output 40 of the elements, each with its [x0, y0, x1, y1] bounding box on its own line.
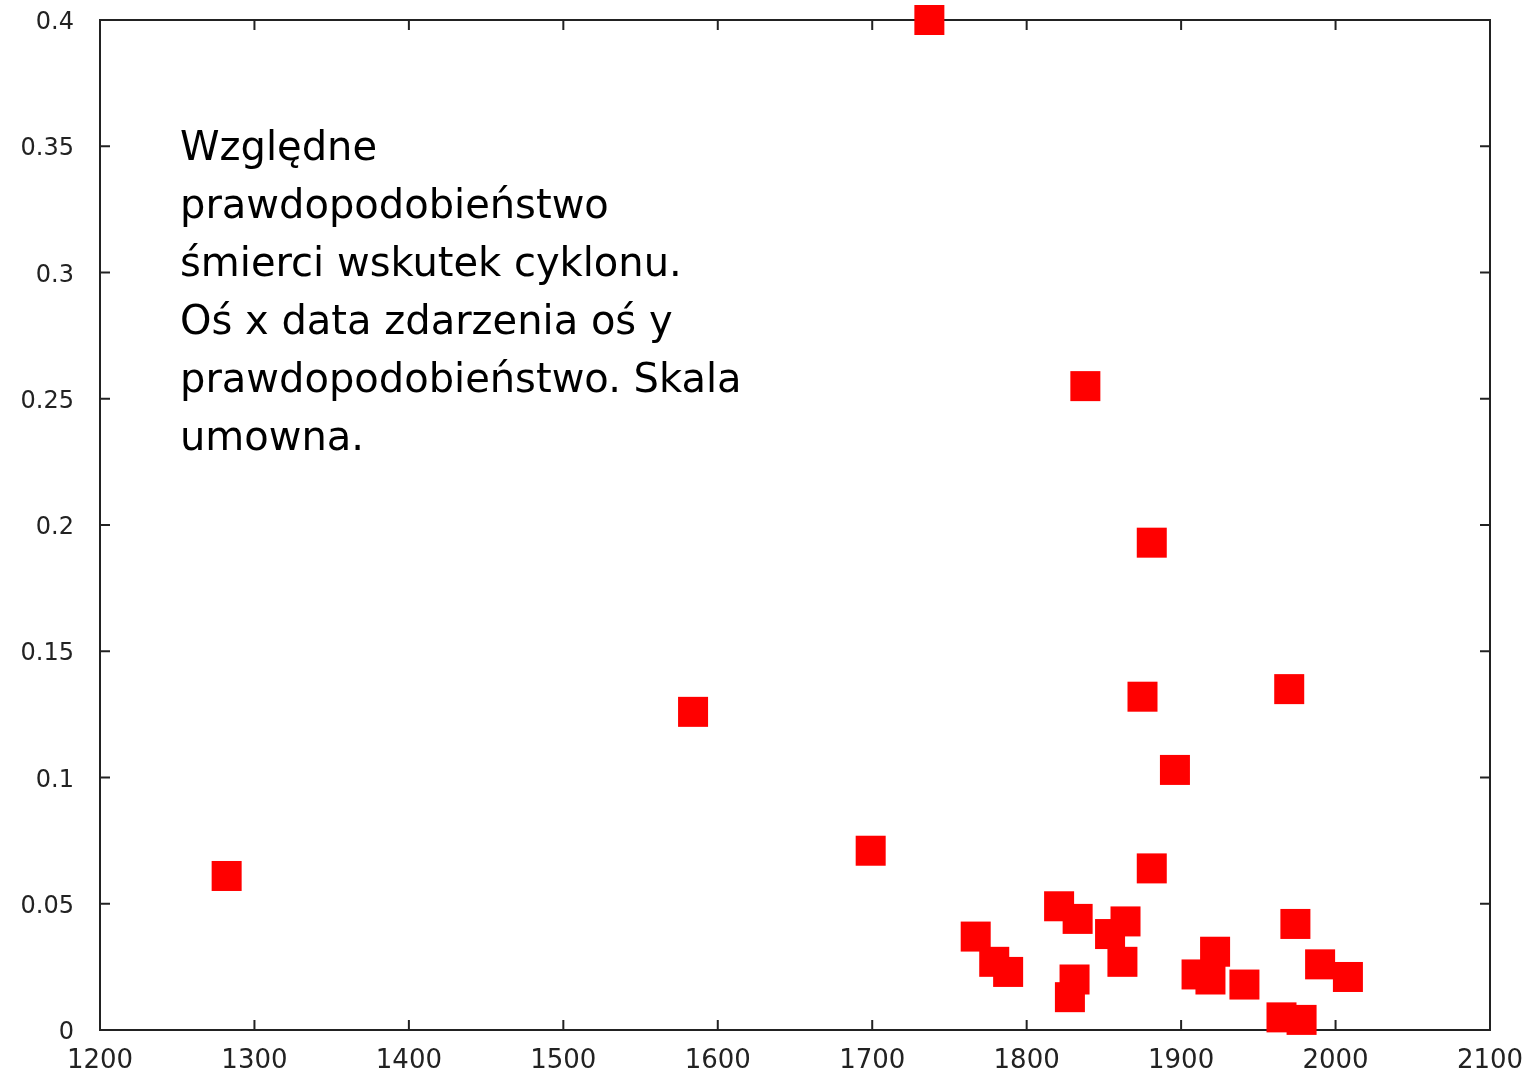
- point: [960, 921, 991, 952]
- point: [211, 860, 242, 891]
- point: [1305, 949, 1336, 980]
- y-tick-label: 0.4: [35, 7, 74, 35]
- point: [855, 835, 886, 866]
- y-tick-label: 0.3: [35, 259, 74, 288]
- point: [1136, 527, 1167, 558]
- point: [914, 5, 945, 35]
- y-tick-label: 0.05: [20, 890, 74, 919]
- y-tick-label: 0: [58, 1017, 74, 1045]
- point: [1062, 903, 1093, 934]
- point: [1229, 969, 1260, 1000]
- x-tick-label: 1600: [684, 1044, 751, 1074]
- y-tick-label: 0.2: [35, 512, 74, 540]
- point: [1274, 674, 1305, 705]
- point: [1107, 946, 1138, 977]
- x-tick-label: 2100: [1456, 1044, 1524, 1074]
- x-tick-label: 1500: [530, 1044, 597, 1074]
- point: [1136, 853, 1167, 884]
- point: [678, 696, 709, 727]
- x-tick-label: 1400: [375, 1044, 442, 1074]
- y-tick-label: 0.1: [35, 764, 74, 793]
- y-tick-label: 0.25: [20, 385, 74, 414]
- annotation: Względne prawdopodobieństwo śmierci wskutek cyklonu. Oś x data zdarzenia oś y prawdopodobieństwo. Skala umowna.: [180, 123, 742, 459]
- point: [1110, 906, 1141, 937]
- y-tick-label: 0.15: [20, 638, 74, 667]
- x-tick-label: 1700: [839, 1044, 906, 1074]
- point: [1054, 982, 1085, 1013]
- x-tick-label: 1800: [993, 1044, 1060, 1074]
- x-tick-label: 1200: [66, 1044, 134, 1074]
- point: [1332, 961, 1363, 992]
- point: [1280, 908, 1311, 939]
- x-tick-label: 2000: [1302, 1044, 1369, 1074]
- point: [1127, 681, 1158, 712]
- point: [1070, 371, 1101, 402]
- point: [1286, 1004, 1317, 1035]
- x-tick-label: 1300: [221, 1044, 288, 1074]
- y-tick-label: 0.35: [20, 133, 74, 162]
- x-tick-label: 1900: [1148, 1044, 1215, 1074]
- point: [1159, 754, 1190, 785]
